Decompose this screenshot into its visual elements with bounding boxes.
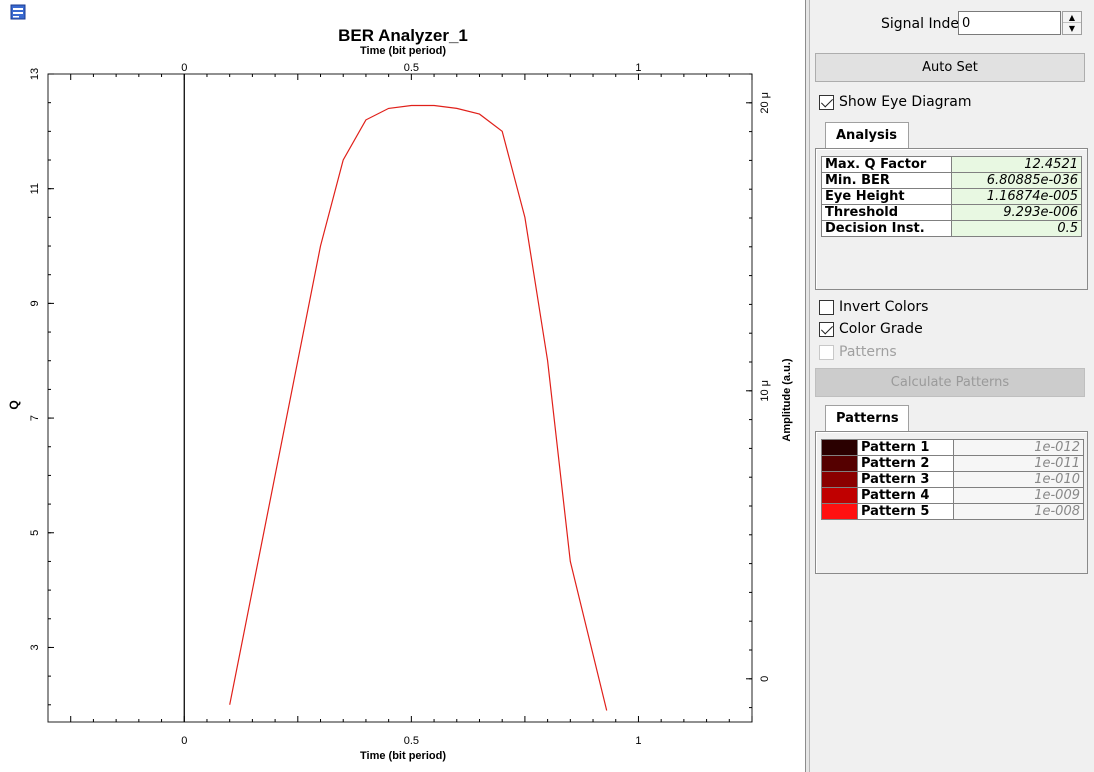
y-tick-label-left: 11 [29,183,41,194]
x-tick-label-bottom: 1 [635,735,641,747]
pattern-value-cell: 1e-010 [953,471,1084,488]
y-tick-label-left: 3 [29,644,41,650]
analysis-value-cell: 6.80885e-036 [951,172,1082,189]
signal-index-spinner[interactable]: ▲ ▼ [1062,11,1082,35]
pattern-name-cell: Pattern 5 [857,503,954,520]
analysis-key-cell: Threshold [821,204,952,221]
y-tick-label-left: 5 [29,530,41,536]
pattern-name-cell: Pattern 1 [857,439,954,456]
analysis-key-cell: Decision Inst. [821,220,952,237]
analysis-key-cell: Eye Height [821,188,952,205]
pattern-row[interactable]: Pattern 2 1e-011 [821,455,1084,472]
x-tick-label-bottom: 0 [181,735,187,747]
y-tick-label-left: 7 [29,415,41,421]
x-tick-label-top: 0 [181,62,187,74]
pattern-name-cell: Pattern 4 [857,487,954,504]
pattern-color-swatch[interactable] [821,455,858,472]
calculate-patterns-button[interactable]: Calculate Patterns [815,368,1085,397]
checkbox-checked-icon[interactable] [819,95,834,110]
q-factor-curve [229,104,608,711]
color-grade-label: Color Grade [839,321,923,337]
analysis-row: Eye Height 1.16874e-005 [821,188,1082,205]
bottom-axis-title: Time (bit period) [360,750,446,762]
pattern-row[interactable]: Pattern 3 1e-010 [821,471,1084,488]
y2-tick-label-right: 20 μ [759,92,771,114]
analysis-key-cell: Min. BER [821,172,952,189]
x-tick-label-top: 0.5 [404,62,419,74]
invert-colors-label: Invert Colors [839,299,929,315]
pattern-value-cell: 1e-011 [953,455,1084,472]
spin-down-arrow-icon[interactable]: ▼ [1068,24,1076,33]
analysis-row: Min. BER 6.80885e-036 [821,172,1082,189]
auto-set-button[interactable]: Auto Set [815,53,1085,82]
spin-up-arrow-icon[interactable]: ▲ [1063,12,1081,23]
pattern-row[interactable]: Pattern 1 1e-012 [821,439,1084,456]
pattern-value-cell: 1e-009 [953,487,1084,504]
tab-analysis[interactable]: Analysis [825,122,909,149]
pattern-value-cell: 1e-008 [953,503,1084,520]
analysis-row: Decision Inst. 0.5 [821,220,1082,237]
y-tick-label-left: 9 [29,300,41,306]
pattern-name-cell: Pattern 2 [857,455,954,472]
pattern-row[interactable]: Pattern 4 1e-009 [821,487,1084,504]
pattern-color-swatch[interactable] [821,487,858,504]
eye-diagram-plot-panel[interactable]: 0 0 0.5 0.5 1 1 13 11 9 7 5 3 20 μ 10 μ 0 BER Analyzer_… [0,0,806,772]
analysis-row: Max. Q Factor 12.4521 [821,156,1082,173]
analysis-table: Max. Q Factor 12.4521 Min. BER 6.80885e-036… [821,156,1082,237]
patterns-checkbox-label: Patterns [839,344,897,360]
x-tick-label-bottom: 0.5 [404,735,419,747]
chart-title: BER Analyzer_1 [338,26,468,45]
pattern-color-swatch[interactable] [821,503,858,520]
checkbox-disabled-icon[interactable] [819,345,834,360]
window-icon [10,4,26,20]
x-tick-label-top: 1 [635,62,641,74]
pattern-name-cell: Pattern 3 [857,471,954,488]
signal-index-label: Signal Index: [881,16,972,32]
checkbox-checked-icon[interactable] [819,322,834,337]
top-axis-title: Time (bit period) [360,45,446,57]
y2-tick-label-right: 0 [759,676,771,682]
analysis-value-cell: 1.16874e-005 [951,188,1082,205]
panel-splitter[interactable] [806,0,810,772]
analysis-results-box: Max. Q Factor 12.4521 Min. BER 6.80885e-036… [815,148,1088,290]
show-eye-diagram-label: Show Eye Diagram [839,94,972,110]
plot-frame [47,73,753,723]
pattern-row[interactable]: Pattern 5 1e-008 [821,503,1084,520]
analysis-value-cell: 0.5 [951,220,1082,237]
checkbox-unchecked-icon[interactable] [819,300,834,315]
tab-patterns[interactable]: Patterns [825,405,909,432]
pattern-color-swatch[interactable] [821,471,858,488]
analysis-value-cell: 12.4521 [951,156,1082,173]
settings-side-panel: Signal Index: ▲ ▼ Auto Set Show Eye Diag… [811,0,1094,772]
analysis-value-cell: 9.293e-006 [951,204,1082,221]
left-axis-title: Q [7,400,21,409]
pattern-value-cell: 1e-012 [953,439,1084,456]
pattern-color-swatch[interactable] [821,439,858,456]
y2-tick-label-right: 10 μ [759,380,771,402]
right-axis-title: Amplitude (a.u.) [781,358,793,441]
analysis-key-cell: Max. Q Factor [821,156,952,173]
analysis-row: Threshold 9.293e-006 [821,204,1082,221]
y-tick-label-left: 13 [29,68,41,80]
signal-index-input[interactable] [958,11,1061,35]
